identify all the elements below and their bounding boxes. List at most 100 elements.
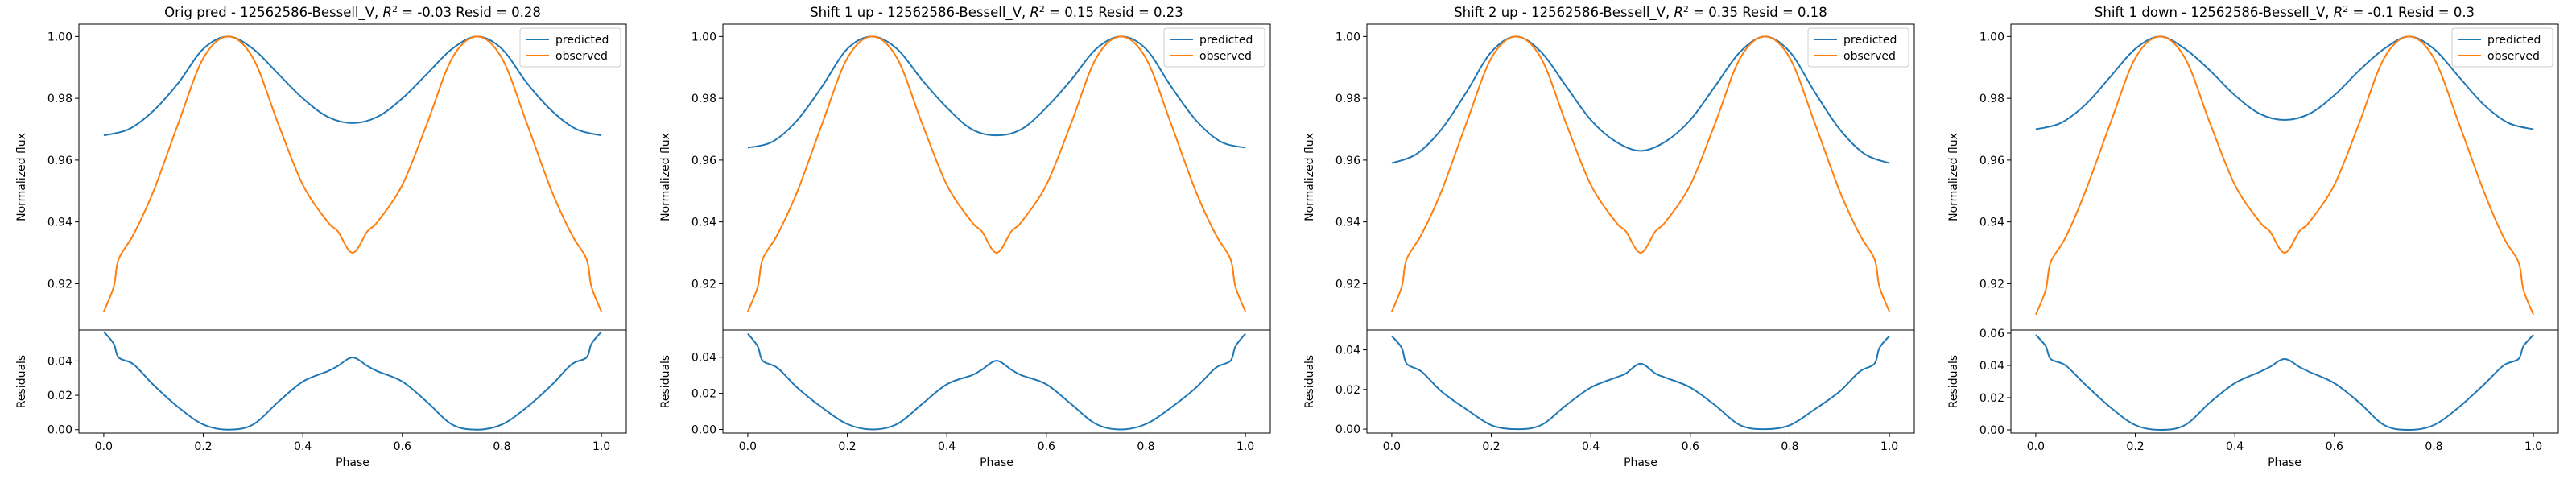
x-tick-label: 0.4 — [938, 440, 956, 453]
x-tick-label: 0.8 — [1137, 440, 1154, 453]
y-tick-label-top: 0.92 — [47, 278, 72, 291]
legend-box — [2451, 27, 2553, 68]
x-tick-label: 0.4 — [1582, 440, 1600, 453]
x-tick-label: 0.2 — [2126, 440, 2144, 453]
x-tick-label: 0.6 — [394, 440, 411, 453]
y-tick-label-top: 1.00 — [1335, 31, 1360, 43]
x-tick-label: 0.0 — [95, 440, 113, 453]
legend-label: observed — [2487, 50, 2540, 63]
y-axis-label-top: Normalized flux — [1303, 133, 1316, 221]
legend: predicted observed — [1163, 27, 1265, 68]
x-tick-label: 0.8 — [1781, 440, 1798, 453]
x-axis-label: Phase — [1624, 456, 1657, 469]
y-tick-label-top: 0.94 — [1335, 217, 1360, 229]
axes-frame-bottom — [722, 329, 1271, 434]
y-axis-label-top: Normalized flux — [659, 133, 672, 221]
x-tick-label: 1.0 — [1880, 440, 1898, 453]
series-line-residuals — [747, 332, 1246, 431]
y-tick-label-bottom: 0.00 — [691, 424, 716, 437]
y-tick-label-bottom: 0.04 — [47, 355, 72, 368]
axes-frame-top — [78, 23, 627, 331]
x-tick-label: 0.0 — [739, 440, 757, 453]
legend-box — [519, 27, 621, 68]
chart-panel-1: Orig pred - 12562586-Bessell_V, R2 = -0.… — [15, 4, 627, 469]
y-tick-label-bottom: 0.00 — [1335, 423, 1360, 436]
x-tick-label: 0.8 — [2425, 440, 2442, 453]
y-axis-label-bottom: Residuals — [1303, 355, 1316, 408]
y-axis-label-top: Normalized flux — [1947, 133, 1960, 221]
x-tick-label: 0.2 — [838, 440, 856, 453]
chart-title: Shift 1 down - 12562586-Bessell_V, R2 = … — [2095, 4, 2475, 21]
y-tick-label-top: 0.94 — [47, 217, 72, 229]
legend-label: observed — [555, 50, 608, 63]
y-axis-label-top: Normalized flux — [15, 133, 28, 221]
legend: predicted observed — [2451, 27, 2553, 68]
axes-frame-top — [1366, 23, 1915, 331]
y-tick-label-bottom: 0.02 — [1979, 392, 2004, 405]
series-line-observed — [746, 35, 1247, 312]
legend-box — [1807, 27, 1909, 68]
legend-box — [1163, 27, 1265, 68]
chart-panel-4: Shift 1 down - 12562586-Bessell_V, R2 = … — [1947, 4, 2559, 469]
y-axis-label-bottom: Residuals — [15, 355, 28, 408]
y-tick-label-top: 0.96 — [691, 155, 716, 167]
y-tick-label-top: 1.00 — [47, 31, 72, 43]
y-tick-label-top: 1.00 — [691, 31, 716, 43]
x-tick-label: 0.2 — [194, 440, 212, 453]
x-tick-label: 0.6 — [1038, 440, 1055, 453]
legend: predicted observed — [519, 27, 621, 68]
legend-label: predicted — [1843, 34, 1897, 47]
x-tick-label: 1.0 — [2524, 440, 2542, 453]
y-tick-label-bottom: 0.06 — [1979, 328, 2004, 341]
y-tick-label-top: 0.92 — [691, 278, 716, 291]
series-line-predicted — [1391, 35, 1890, 164]
axes-frame-top — [722, 23, 1271, 331]
y-tick-label-bottom: 0.02 — [1335, 384, 1360, 397]
series-line-observed — [2034, 35, 2535, 316]
y-tick-label-top: 0.96 — [1335, 155, 1360, 167]
x-axis-label: Phase — [980, 456, 1013, 469]
axes-frame-bottom — [78, 329, 627, 434]
chart-panel-2: Shift 1 up - 12562586-Bessell_V, R2 = 0.… — [659, 4, 1271, 469]
x-tick-label: 0.2 — [1482, 440, 1500, 453]
series-line-residuals — [103, 331, 602, 431]
y-tick-label-top: 0.98 — [47, 93, 72, 105]
y-tick-label-bottom: 0.02 — [691, 388, 716, 401]
series-line-residuals — [2035, 334, 2534, 431]
y-tick-label-bottom: 0.02 — [47, 390, 72, 402]
y-tick-label-top: 0.96 — [1979, 155, 2004, 167]
x-tick-label: 1.0 — [592, 440, 610, 453]
y-tick-label-bottom: 0.00 — [1979, 424, 2004, 437]
legend-label: predicted — [2487, 34, 2541, 47]
chart-title: Shift 1 up - 12562586-Bessell_V, R2 = 0.… — [810, 4, 1183, 21]
x-tick-label: 0.0 — [1383, 440, 1401, 453]
x-tick-label: 0.4 — [2226, 440, 2244, 453]
chart-title: Orig pred - 12562586-Bessell_V, R2 = -0.… — [164, 4, 541, 21]
legend-label: observed — [1843, 50, 1896, 63]
x-tick-label: 0.6 — [2326, 440, 2343, 453]
y-tick-label-top: 0.98 — [691, 93, 716, 105]
y-tick-label-top: 0.92 — [1335, 278, 1360, 291]
legend: predicted observed — [1807, 27, 1909, 68]
series-line-predicted — [2035, 35, 2534, 130]
x-axis-label: Phase — [336, 456, 369, 469]
series-line-predicted — [103, 35, 602, 137]
axes-frame-bottom — [1366, 329, 1915, 434]
series-line-residuals — [1391, 335, 1890, 431]
legend-label: predicted — [1199, 34, 1253, 47]
y-tick-label-top: 0.92 — [1979, 278, 2004, 291]
x-tick-label: 0.8 — [493, 440, 510, 453]
x-tick-label: 1.0 — [1236, 440, 1254, 453]
y-axis-label-bottom: Residuals — [1947, 355, 1960, 408]
series-line-predicted — [747, 35, 1246, 149]
y-tick-label-bottom: 0.04 — [691, 352, 716, 365]
legend-label: predicted — [555, 34, 609, 47]
axes-frame-top — [2010, 23, 2559, 331]
series-line-observed — [102, 35, 603, 312]
y-tick-label-top: 0.94 — [691, 217, 716, 229]
y-tick-label-top: 1.00 — [1979, 31, 2004, 43]
x-tick-label: 0.6 — [1682, 440, 1699, 453]
legend-label: observed — [1199, 50, 1252, 63]
y-tick-label-bottom: 0.04 — [1335, 345, 1360, 357]
